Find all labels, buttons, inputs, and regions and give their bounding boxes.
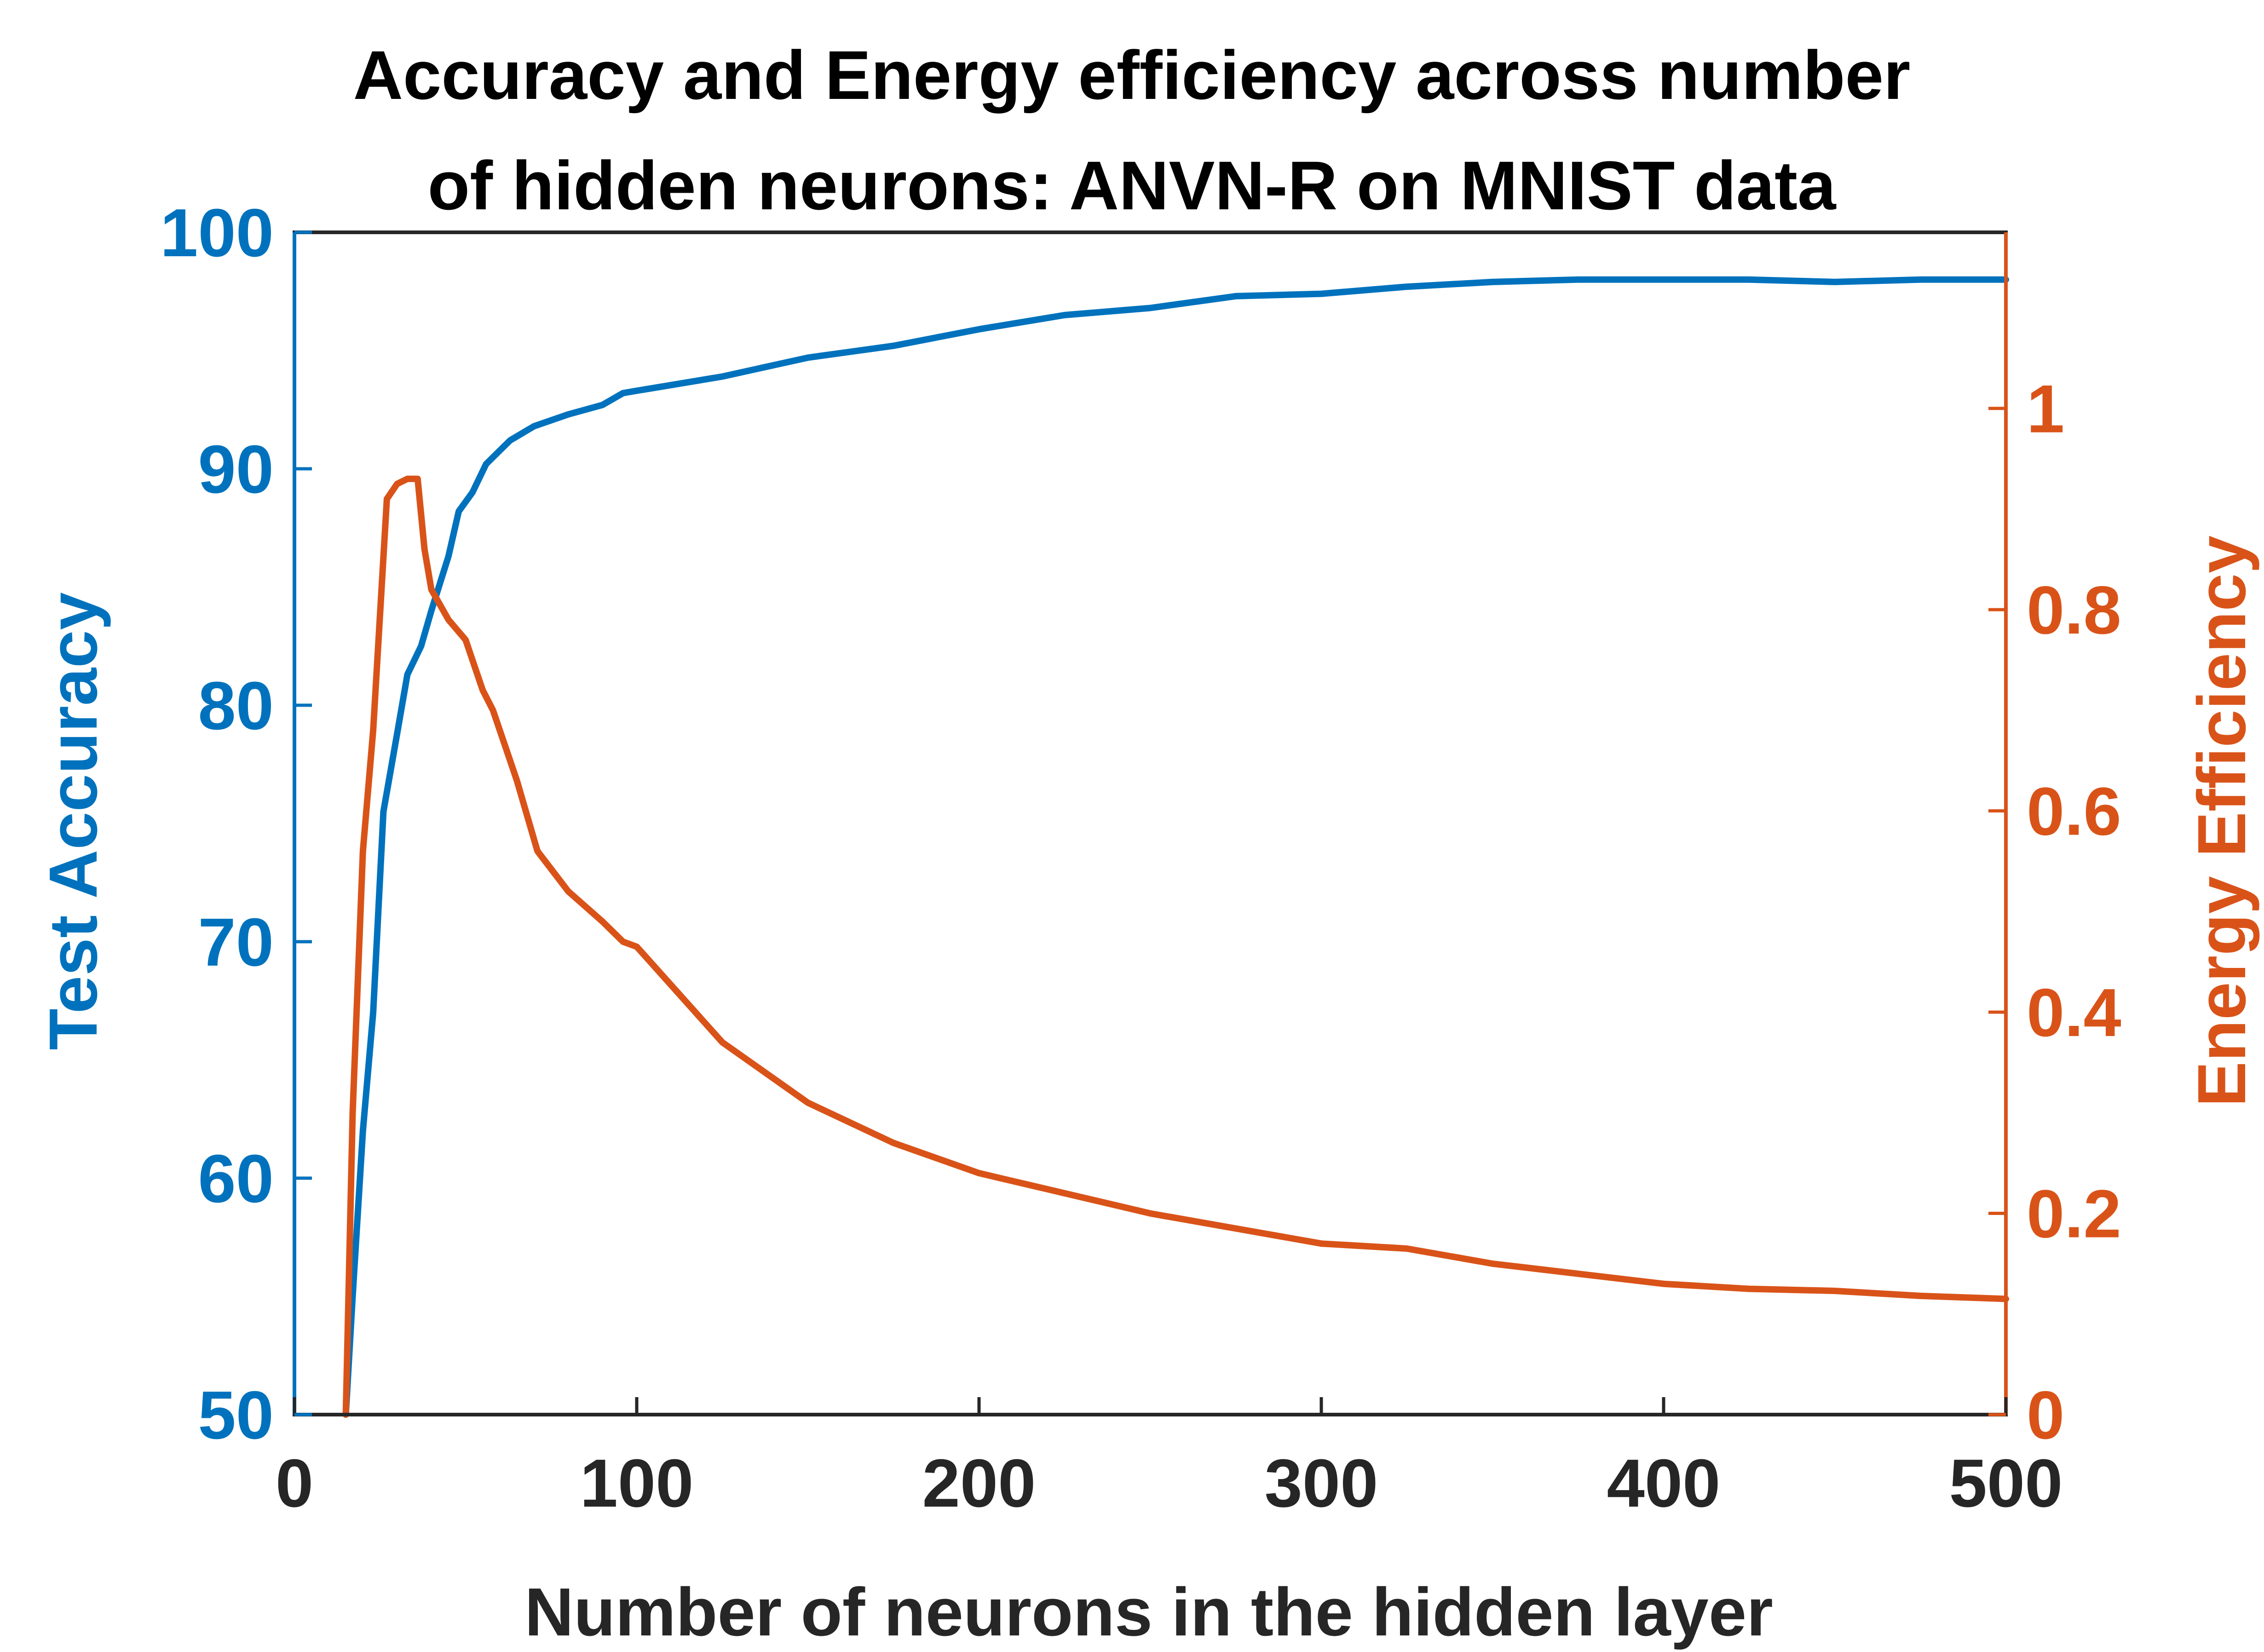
x-tick-label: 400 xyxy=(1607,1445,1721,1521)
accuracy-series-line xyxy=(342,276,2009,1418)
x-tick-label: 100 xyxy=(580,1445,694,1521)
left-y-tick-label: 90 xyxy=(198,432,274,507)
series-layer xyxy=(342,276,2009,1418)
x-axis-label: Number of neurons in the hidden layer xyxy=(524,1574,1773,1650)
right-y-axis-label: Energy Efficiency xyxy=(2184,535,2260,1107)
chart-title-line-2: of hidden neurons: ANVN-R on MNIST data xyxy=(428,147,1837,224)
x-tick-label: 500 xyxy=(1949,1445,2063,1521)
left-y-tick-label: 50 xyxy=(198,1377,274,1453)
right-y-tick-label: 0.4 xyxy=(2027,975,2121,1051)
energy-efficiency-series-line xyxy=(342,475,2009,1418)
x-axis-ticks: 0 100 200 300 400 500 xyxy=(276,1397,2063,1521)
left-y-axis-label: Test Accuracy xyxy=(35,592,111,1050)
x-tick-label: 300 xyxy=(1265,1445,1378,1521)
right-y-tick-label: 0 xyxy=(2027,1377,2064,1453)
x-tick-label: 0 xyxy=(276,1445,313,1521)
chart-title: Accuracy and Energy efficiency across nu… xyxy=(353,36,1911,224)
right-y-tick-label: 0.2 xyxy=(2027,1176,2121,1252)
left-y-tick-label: 100 xyxy=(160,195,274,271)
left-y-axis-ticks: 50 60 70 80 90 100 xyxy=(160,195,312,1453)
right-y-tick-label: 0.6 xyxy=(2027,774,2121,850)
right-y-axis-ticks: 0 0.2 0.4 0.6 0.8 1 xyxy=(1988,371,2121,1453)
right-y-tick-label: 0.8 xyxy=(2027,572,2121,648)
plot-area-frame xyxy=(293,230,2008,1416)
right-y-tick-label: 1 xyxy=(2027,371,2064,447)
chart-title-line-1: Accuracy and Energy efficiency across nu… xyxy=(353,36,1911,114)
left-y-tick-label: 80 xyxy=(198,668,274,744)
x-tick-label: 200 xyxy=(922,1445,1036,1521)
left-y-tick-label: 70 xyxy=(198,904,274,980)
left-y-tick-label: 60 xyxy=(198,1141,274,1217)
